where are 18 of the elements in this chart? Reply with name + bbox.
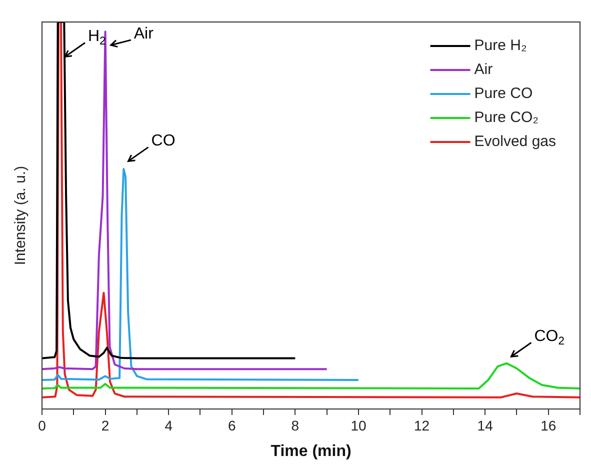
x-tick-label: 10 bbox=[350, 417, 366, 434]
x-tick-label: 2 bbox=[101, 417, 110, 434]
x-axis-title: Time (min) bbox=[270, 442, 352, 460]
x-tick-label: 4 bbox=[164, 417, 173, 434]
x-tick-label: 16 bbox=[540, 417, 556, 434]
x-tick-label: 8 bbox=[291, 417, 300, 434]
annotation: CO bbox=[151, 132, 176, 150]
y-axis-title: Intensity (a. u.) bbox=[12, 166, 30, 266]
x-tick-label: 12 bbox=[414, 417, 430, 434]
legend-label: Pure CO bbox=[474, 85, 533, 102]
x-tick-label: 14 bbox=[477, 417, 494, 434]
x-tick-label: 0 bbox=[38, 417, 46, 434]
legend-label: Air bbox=[474, 61, 493, 78]
legend-label: Evolved gas bbox=[474, 133, 556, 150]
annotation: Air bbox=[134, 25, 154, 42]
legend-label: Pure H₂ bbox=[474, 37, 527, 54]
x-tick-label: 6 bbox=[228, 417, 236, 434]
legend-label: Pure CO₂ bbox=[474, 109, 539, 126]
